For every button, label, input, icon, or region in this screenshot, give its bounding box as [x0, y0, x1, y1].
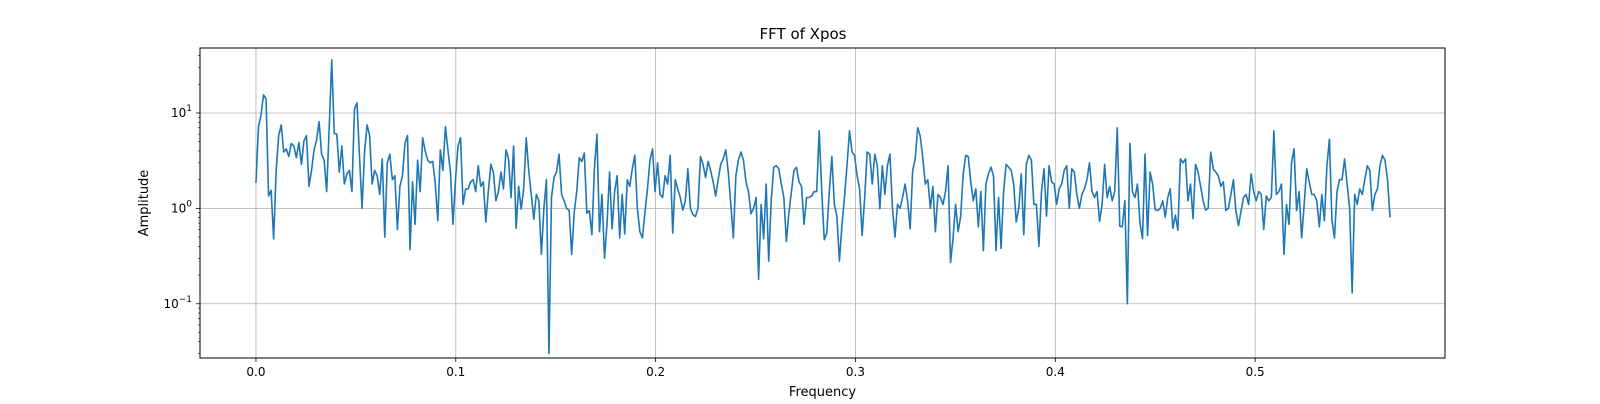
x-tick-label: 0.3: [846, 365, 865, 379]
x-tick-label: 0.0: [246, 365, 265, 379]
y-tick-base: 10: [171, 106, 186, 120]
x-tick-label: 0.5: [1246, 365, 1265, 379]
y-tick-base: 10: [163, 297, 178, 311]
y-tick-label: 101: [171, 104, 192, 120]
y-tick-exponent: 0: [186, 199, 192, 209]
x-axis-ticks: 0.0 0.1 0.2 0.3 0.4 0.5: [246, 358, 1265, 379]
plot-frame: [199, 47, 1446, 359]
chart-title: FFT of Xpos: [760, 25, 847, 43]
x-axis-label: Frequency: [789, 385, 856, 400]
grid: [200, 48, 1445, 358]
series-layer: [255, 59, 1391, 355]
x-tick-label: 0.1: [446, 365, 465, 379]
y-tick-exponent: 1: [186, 104, 192, 114]
y-tick-base: 10: [171, 201, 186, 215]
y-tick-exponent: −1: [179, 295, 192, 305]
y-tick-label: 10−1: [163, 295, 192, 311]
fft-series-line: [255, 59, 1391, 355]
x-tick-label: 0.4: [1046, 365, 1065, 379]
y-tick-label: 100: [171, 199, 192, 215]
y-axis-label: Amplitude: [137, 170, 152, 237]
x-tick-label: 0.2: [646, 365, 665, 379]
